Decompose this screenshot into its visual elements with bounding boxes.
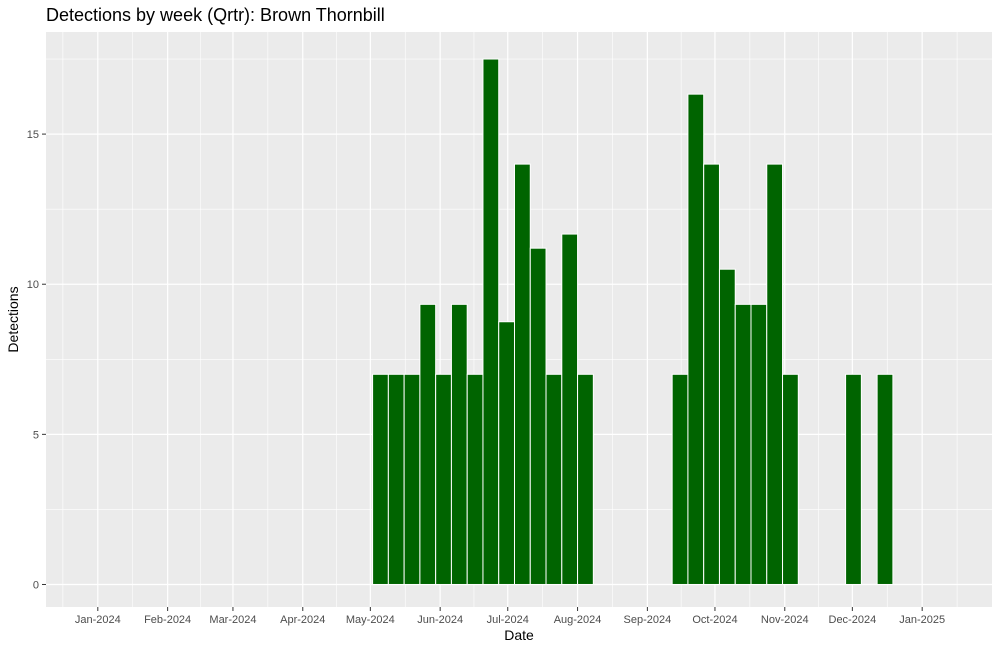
bar <box>498 321 515 585</box>
chart-title: Detections by week (Qrtr): Brown Thornbi… <box>46 5 385 25</box>
bar <box>435 373 452 585</box>
y-tick-label: 15 <box>27 129 39 141</box>
bar <box>387 373 405 585</box>
x-axis-title: Date <box>504 627 534 643</box>
x-tick-label: Nov-2024 <box>761 614 809 626</box>
x-tick-label: Feb-2024 <box>144 614 191 626</box>
y-tick-label: 5 <box>33 429 39 441</box>
bar <box>561 233 579 585</box>
bar <box>750 303 768 585</box>
bar <box>513 163 531 585</box>
x-tick-label: May-2024 <box>346 614 395 626</box>
bar <box>671 373 689 585</box>
x-tick-label: Oct-2024 <box>692 614 737 626</box>
x-tick-label: Mar-2024 <box>209 614 256 626</box>
y-axis-title: Detections <box>5 286 21 352</box>
bar <box>577 373 594 585</box>
x-tick-label: Dec-2024 <box>829 614 877 626</box>
bar <box>782 373 799 585</box>
bar <box>466 373 484 585</box>
bar <box>718 268 736 585</box>
x-tick-label: Aug-2024 <box>554 614 602 626</box>
bar <box>766 163 784 585</box>
x-tick-label: Jan-2024 <box>75 614 121 626</box>
bar <box>482 58 500 585</box>
bars <box>372 58 894 585</box>
x-tick-label: Jan-2025 <box>899 614 945 626</box>
x-tick-label: Sep-2024 <box>624 614 672 626</box>
bar <box>372 373 389 585</box>
bar <box>419 303 437 585</box>
bar <box>450 303 468 585</box>
bar <box>876 373 894 585</box>
x-tick-label: Jun-2024 <box>417 614 463 626</box>
x-tick-label: Apr-2024 <box>280 614 325 626</box>
bar <box>529 247 547 585</box>
y-tick-label: 10 <box>27 279 39 291</box>
bar <box>734 303 752 585</box>
axes: 0 5 10 15 Jan-2024 Feb-2024 Mar-2024 Apr-2024 Ma… <box>27 129 945 626</box>
x-tick-label: Jul-2024 <box>487 614 529 626</box>
bar <box>403 373 421 585</box>
bar <box>687 93 705 585</box>
bar <box>845 373 862 585</box>
bar <box>703 163 720 585</box>
bar <box>545 373 563 585</box>
y-tick-label: 0 <box>33 579 39 591</box>
